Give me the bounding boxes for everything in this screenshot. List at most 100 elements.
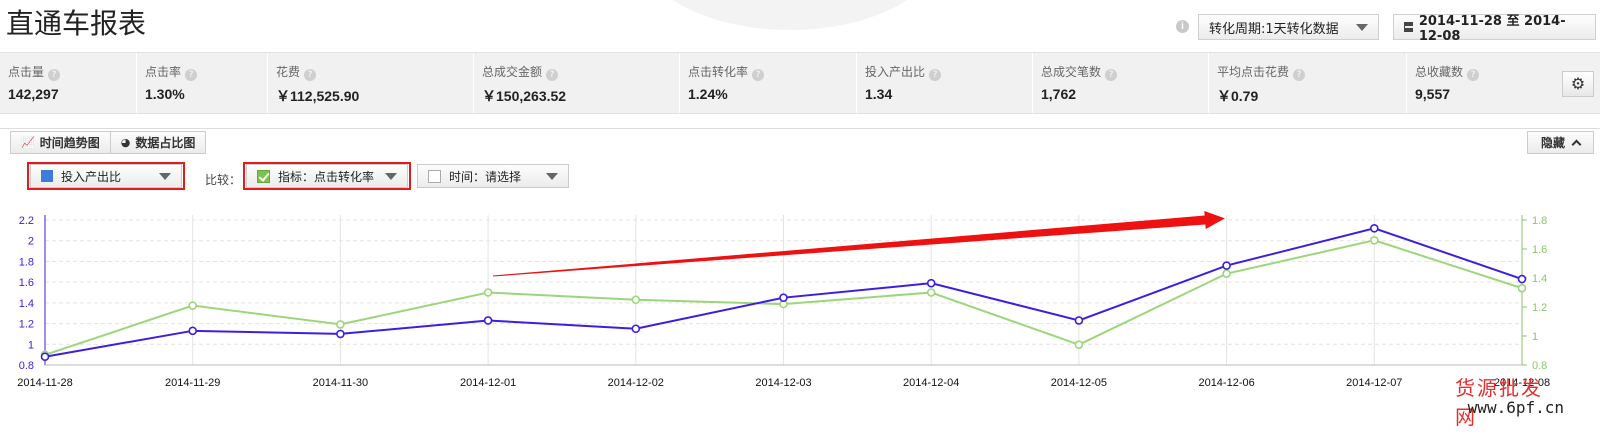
primary-metric-select[interactable]: 投入产出比	[30, 164, 182, 188]
y-left-tick-label: 1	[28, 339, 34, 351]
help-icon[interactable]: ?	[752, 69, 765, 81]
series-point	[1222, 261, 1231, 270]
metric-cvr[interactable]: 点击转化率? 1.24%	[680, 53, 857, 113]
metric-label: 总收藏数	[1415, 65, 1464, 79]
highlight-box	[243, 162, 411, 190]
x-tick-label: 2014-11-29	[165, 377, 220, 389]
x-tick-label: 2014-12-04	[903, 377, 959, 389]
help-icon[interactable]: ?	[929, 69, 942, 81]
y-left-tick-label: 0.8	[19, 360, 34, 372]
metric-label: 平均点击花费	[1217, 65, 1290, 79]
series-point	[483, 316, 493, 325]
help-icon[interactable]: ?	[48, 69, 61, 81]
watermark-title: 货源批发网	[1455, 376, 1543, 429]
series-point	[188, 326, 197, 336]
conversion-period-label: 转化周期:1天转化数据	[1209, 21, 1339, 37]
series-point	[40, 352, 50, 362]
x-tick-label: 2014-12-08	[1494, 377, 1550, 389]
x-tick-label: 2014-11-28	[17, 377, 72, 389]
metric-gmv[interactable]: 总成交金额? ￥150,263.52	[474, 53, 680, 113]
x-tick-label: 2014-12-07	[1346, 377, 1402, 389]
date-range-picker[interactable]: 2014-11-28 至 2014-12-08	[1393, 14, 1596, 44]
help-icon[interactable]: ?	[304, 69, 317, 81]
pie-chart-icon: ◕	[120, 136, 131, 149]
y-right-tick-label: 1.8	[1532, 215, 1547, 227]
compare-metric-select[interactable]: 指标：点击转化率	[246, 164, 408, 188]
compare-label: 比较：	[205, 173, 242, 187]
metric-orders[interactable]: 总成交笔数? 1,762	[1033, 53, 1209, 113]
help-icon[interactable]: ?	[546, 69, 559, 81]
series-color-swatch	[41, 170, 53, 182]
x-tick-label: 2014-12-03	[755, 377, 811, 389]
compare-time-select[interactable]: 时间：请选择	[417, 164, 569, 188]
series-point	[1517, 274, 1527, 284]
info-icon[interactable]: i	[1176, 20, 1189, 33]
y-right-tick-label: 1.6	[1532, 244, 1547, 256]
series-point	[336, 320, 345, 329]
metrics-bar: 点击量? 142,297 点击率? 1.30% 花费? ￥112,525.90 …	[0, 52, 1600, 114]
help-icon[interactable]: ?	[1467, 69, 1480, 81]
y-left-tick-label: 1.6	[19, 277, 34, 289]
settings-button[interactable]: ⚙	[1562, 71, 1594, 97]
series-point	[336, 329, 345, 339]
metric-roi[interactable]: 投入产出比? 1.34	[857, 53, 1033, 113]
metric-label: 投入产出比	[865, 65, 926, 79]
checkbox-icon[interactable]	[428, 169, 441, 183]
metric-ctr[interactable]: 点击率? 1.30%	[137, 53, 268, 113]
metric-avg-cpc[interactable]: 平均点击花费? ￥0.79	[1209, 53, 1407, 113]
series-point	[1074, 340, 1084, 349]
tab-time-trend[interactable]: 📈 时间趋势图	[10, 131, 111, 154]
metric-value: 142,297	[8, 86, 59, 102]
x-tick-label: 2014-12-05	[1051, 377, 1107, 389]
highlight-box	[27, 162, 185, 190]
checkbox-checked-icon[interactable]	[257, 169, 270, 183]
series-point	[1370, 236, 1379, 245]
series-point	[631, 324, 641, 334]
chart-tabs: 📈 时间趋势图 ◕ 数据占比图	[10, 131, 207, 154]
series-point	[631, 295, 641, 305]
metric-value: 1,762	[1041, 86, 1077, 102]
series-point	[1222, 269, 1231, 278]
calendar-icon	[1404, 22, 1413, 32]
conversion-period-select[interactable]: 转化周期:1天转化数据	[1198, 14, 1379, 40]
metric-spend[interactable]: 花费? ￥112,525.90	[268, 53, 474, 113]
help-icon[interactable]: ?	[1105, 69, 1118, 81]
watermark: 货源批发网 www.6pf.cn	[1455, 372, 1600, 437]
metric-value: ￥150,263.52	[482, 88, 567, 104]
trend-chart: 2.2 2 1.8 1.6 1.4 1.2 1 0.8 1.8 1.6 1.4 1.2 1 0.8 2014…	[17, 211, 1550, 389]
series-point	[1517, 283, 1527, 293]
metric-value: ￥0.79	[1217, 88, 1259, 104]
x-tick-label: 2014-11-30	[313, 377, 368, 389]
tab-data-share[interactable]: ◕ 数据占比图	[110, 131, 207, 154]
chevron-down-icon	[159, 172, 171, 180]
series-point	[1074, 316, 1084, 325]
y-right-tick-label: 1.4	[1532, 273, 1547, 285]
series-point	[926, 288, 936, 297]
help-icon[interactable]: ?	[1293, 69, 1306, 81]
metric-label: 总成交笔数	[1041, 65, 1102, 79]
series-point	[779, 293, 788, 302]
metric-label: 花费	[276, 65, 301, 79]
y-left-tick-label: 2.2	[19, 215, 34, 227]
page-title: 直通车报表	[6, 7, 147, 40]
gear-icon: ⚙	[1570, 76, 1586, 93]
chevron-down-icon	[1356, 23, 1368, 31]
help-icon[interactable]: ?	[185, 69, 198, 81]
metric-favorites[interactable]: 总收藏数? 9,557	[1407, 53, 1557, 113]
y-right-tick-label: 0.8	[1532, 360, 1547, 372]
series-point	[483, 288, 493, 297]
date-range-label: 2014-11-28 至 2014-12-08	[1418, 14, 1566, 44]
metric-label: 点击率	[145, 65, 182, 79]
hide-chart-button[interactable]: 隐藏	[1527, 131, 1594, 154]
y-left-tick-label: 1.4	[19, 298, 34, 310]
annotation-arrow	[492, 211, 1225, 277]
metric-label: 点击转化率	[688, 65, 749, 79]
x-tick-label: 2014-12-02	[608, 377, 664, 389]
y-left-tick-label: 1.8	[19, 256, 34, 268]
chevron-down-icon	[546, 172, 558, 180]
metric-label: 总成交金额	[482, 65, 543, 79]
metric-value: 1.24%	[688, 86, 728, 102]
y-right-tick-label: 1.2	[1532, 302, 1547, 314]
metric-clicks[interactable]: 点击量? 142,297	[0, 53, 137, 113]
metric-value: 1.34	[865, 86, 893, 102]
